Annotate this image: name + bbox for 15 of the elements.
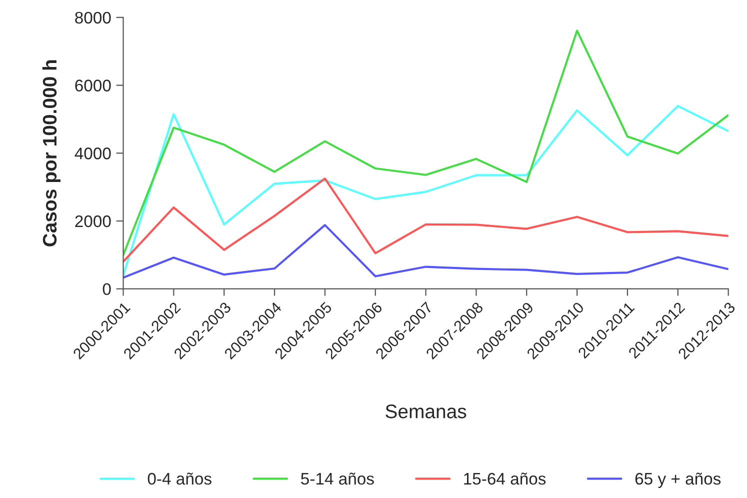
line-series: [123, 30, 728, 256]
y-tick-label: 2000: [75, 215, 111, 228]
x-axis-title: Semanas: [386, 404, 466, 418]
y-tick-label: 8000: [75, 12, 111, 24]
legend-label: 65 y + años: [635, 472, 721, 488]
y-tick-label: 0: [102, 283, 111, 296]
y-tick-label: 4000: [74, 148, 111, 160]
legend-label: 5-14 años: [301, 472, 374, 485]
legend-label: 15-64 años: [464, 472, 546, 485]
legend-label: 0-4 años: [148, 472, 212, 485]
line-series: [123, 224, 728, 279]
y-axis-title: Casos por 100.000 h: [42, 60, 60, 246]
y-tick-label: 6000: [75, 80, 111, 92]
line-series: [123, 178, 728, 263]
line-series: [123, 104, 728, 276]
